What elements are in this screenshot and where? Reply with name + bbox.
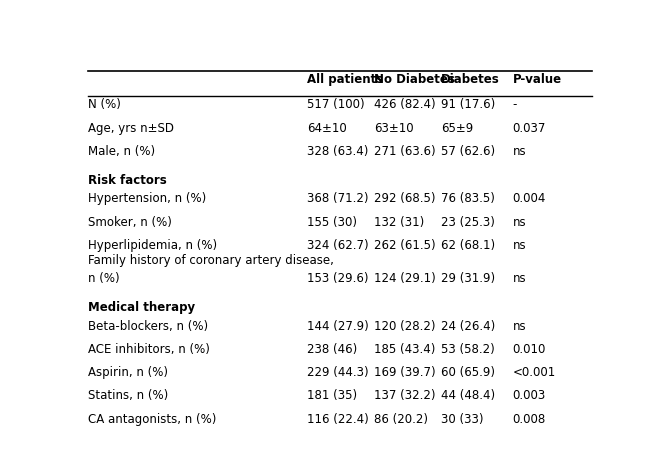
Text: Age, yrs n±SD: Age, yrs n±SD — [88, 122, 174, 134]
Text: Hypertension, n (%): Hypertension, n (%) — [88, 193, 207, 205]
Text: 64±10: 64±10 — [307, 122, 347, 134]
Text: 0.003: 0.003 — [513, 389, 546, 402]
Text: Diabetes: Diabetes — [441, 73, 499, 86]
Text: 124 (29.1): 124 (29.1) — [374, 272, 436, 285]
Text: Risk factors: Risk factors — [88, 173, 167, 187]
Text: ns: ns — [513, 216, 527, 228]
Text: 86 (20.2): 86 (20.2) — [374, 413, 428, 425]
Text: 144 (27.9): 144 (27.9) — [307, 320, 369, 333]
Text: 0.004: 0.004 — [513, 193, 546, 205]
Text: 132 (31): 132 (31) — [374, 216, 424, 228]
Text: 169 (39.7): 169 (39.7) — [374, 366, 436, 379]
Text: 44 (48.4): 44 (48.4) — [441, 389, 495, 402]
Text: 292 (68.5): 292 (68.5) — [374, 193, 435, 205]
Text: 76 (83.5): 76 (83.5) — [441, 193, 495, 205]
Text: Beta-blockers, n (%): Beta-blockers, n (%) — [88, 320, 208, 333]
Text: 57 (62.6): 57 (62.6) — [441, 145, 495, 158]
Text: 426 (82.4): 426 (82.4) — [374, 98, 436, 111]
Text: Smoker, n (%): Smoker, n (%) — [88, 216, 172, 228]
Text: -: - — [513, 98, 517, 111]
Text: ns: ns — [513, 145, 527, 158]
Text: Aspirin, n (%): Aspirin, n (%) — [88, 366, 168, 379]
Text: 324 (62.7): 324 (62.7) — [307, 239, 369, 252]
Text: 60 (65.9): 60 (65.9) — [441, 366, 495, 379]
Text: 137 (32.2): 137 (32.2) — [374, 389, 435, 402]
Text: 62 (68.1): 62 (68.1) — [441, 239, 495, 252]
Text: 155 (30): 155 (30) — [307, 216, 357, 228]
Text: 185 (43.4): 185 (43.4) — [374, 343, 435, 356]
Text: Family history of coronary artery disease,: Family history of coronary artery diseas… — [88, 254, 334, 267]
Text: 65±9: 65±9 — [441, 122, 473, 134]
Text: 328 (63.4): 328 (63.4) — [307, 145, 369, 158]
Text: 229 (44.3): 229 (44.3) — [307, 366, 369, 379]
Text: ACE inhibitors, n (%): ACE inhibitors, n (%) — [88, 343, 210, 356]
Text: 262 (61.5): 262 (61.5) — [374, 239, 436, 252]
Text: 153 (29.6): 153 (29.6) — [307, 272, 369, 285]
Text: 181 (35): 181 (35) — [307, 389, 357, 402]
Text: 24 (26.4): 24 (26.4) — [441, 320, 495, 333]
Text: 120 (28.2): 120 (28.2) — [374, 320, 435, 333]
Text: P-value: P-value — [513, 73, 562, 86]
Text: 30 (33): 30 (33) — [441, 413, 483, 425]
Text: N (%): N (%) — [88, 98, 121, 111]
Text: No Diabetes: No Diabetes — [374, 73, 455, 86]
Text: 63±10: 63±10 — [374, 122, 414, 134]
Text: 23 (25.3): 23 (25.3) — [441, 216, 495, 228]
Text: All patients: All patients — [307, 73, 383, 86]
Text: Statins, n (%): Statins, n (%) — [88, 389, 169, 402]
Text: n (%): n (%) — [88, 272, 120, 285]
Text: 0.037: 0.037 — [513, 122, 546, 134]
Text: 91 (17.6): 91 (17.6) — [441, 98, 495, 111]
Text: 29 (31.9): 29 (31.9) — [441, 272, 495, 285]
Text: CA antagonists, n (%): CA antagonists, n (%) — [88, 413, 216, 425]
Text: 271 (63.6): 271 (63.6) — [374, 145, 436, 158]
Text: 53 (58.2): 53 (58.2) — [441, 343, 495, 356]
Text: 0.008: 0.008 — [513, 413, 546, 425]
Text: 368 (71.2): 368 (71.2) — [307, 193, 369, 205]
Text: <0.001: <0.001 — [513, 366, 556, 379]
Text: ns: ns — [513, 320, 527, 333]
Text: 116 (22.4): 116 (22.4) — [307, 413, 369, 425]
Text: Medical therapy: Medical therapy — [88, 301, 195, 314]
Text: Hyperlipidemia, n (%): Hyperlipidemia, n (%) — [88, 239, 217, 252]
Text: 0.010: 0.010 — [513, 343, 546, 356]
Text: ns: ns — [513, 239, 527, 252]
Text: Male, n (%): Male, n (%) — [88, 145, 155, 158]
Text: 238 (46): 238 (46) — [307, 343, 357, 356]
Text: ns: ns — [513, 272, 527, 285]
Text: 517 (100): 517 (100) — [307, 98, 365, 111]
